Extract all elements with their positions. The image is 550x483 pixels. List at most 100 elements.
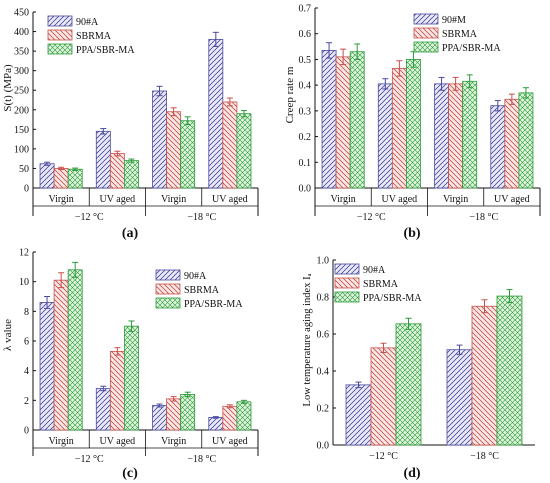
panel-c-label: (c) (122, 466, 138, 481)
y-tick-label: 0.3 (299, 106, 312, 117)
y-tick-label: 0.6 (317, 330, 330, 341)
error-bar-ppa-sbr-ma-1 (72, 261, 79, 278)
y-tick-label: 0.7 (299, 4, 312, 15)
y-tick-label: 12 (19, 248, 29, 259)
x-category-label: Virgin (330, 194, 355, 205)
bar-90-a-4 (208, 416, 224, 431)
x-category-label: Virgin (48, 194, 73, 205)
error-bar-ppa-sbr-ma-2 (128, 320, 135, 332)
x-group-label: −12 °C (357, 212, 386, 223)
legend-swatch-sbrma (47, 29, 73, 41)
y-tick-label: 250 (14, 86, 29, 97)
error-bar-90-a-1 (355, 381, 362, 389)
error-bar-sbrma-2 (114, 150, 121, 157)
y-tick-label: 4 (24, 366, 29, 377)
y-tick-label: 0.4 (317, 367, 330, 378)
error-bar-sbrma-3 (170, 107, 177, 117)
y-tick-label: 450 (14, 8, 29, 19)
bar-90-m-4 (490, 105, 506, 189)
legend-label-90-a: 90#A (363, 265, 386, 276)
bar-90-a-2 (95, 388, 111, 431)
panel-b-ylabel: Creep rate m (284, 66, 296, 123)
legend-swatch-90-m (413, 13, 439, 25)
panel-c-ylabel: λ value (2, 319, 14, 351)
x-category-label: Virgin (161, 436, 186, 447)
y-tick-label: 0.5 (299, 55, 312, 66)
y-tick-label: 150 (14, 125, 29, 136)
bar-sbrma-1 (53, 279, 69, 431)
y-tick-label: 350 (14, 47, 29, 58)
x-category-label: Virgin (443, 194, 468, 205)
bar-90-a-4 (208, 38, 224, 189)
bar-ppa-sbr-ma-3 (180, 120, 196, 189)
legend-swatch-sbrma (413, 27, 439, 39)
error-bar-90-m-2 (382, 78, 389, 90)
error-bar-ppa-sbr-ma-1 (72, 167, 79, 171)
error-bar-sbrma-2 (481, 299, 488, 314)
legend-swatch-ppa-sbr-ma (413, 41, 439, 53)
legend-label-ppa-sbr-ma: PPA/SBR-MA (442, 43, 501, 54)
x-category-label: Virgin (48, 436, 73, 447)
bar-90-a-3 (152, 90, 167, 189)
legend-label-90-a: 90#A (184, 271, 207, 282)
bar-sbrma-1 (370, 347, 397, 446)
error-bar-ppa-sbr-ma-3 (466, 74, 473, 89)
bar-90-a-1 (39, 163, 55, 189)
legend-swatch-sbrma (334, 277, 360, 289)
legend-swatch-ppa-sbr-ma (47, 43, 73, 55)
panel-d: (d) Low temperature aging index Iₐ (302, 273, 421, 481)
bar-ppa-sbr-ma-4 (236, 401, 252, 431)
panel-b-label: (b) (403, 226, 420, 241)
x-category-label: UV aged (494, 194, 530, 205)
x-group-label: −18 °C (469, 212, 498, 223)
panel-a-ylabel: S(t) (MPa) (2, 64, 14, 112)
bar-90-m-2 (377, 83, 393, 189)
error-bar-90-a-1 (44, 161, 51, 166)
x-category-label: Virgin (161, 194, 186, 205)
bar-ppa-sbr-ma-1 (67, 168, 83, 189)
bar-ppa-sbr-ma-2 (496, 295, 523, 446)
y-tick-label: 400 (14, 27, 29, 38)
y-tick-label: 0.4 (299, 81, 312, 92)
panel-d-label: (d) (403, 466, 420, 481)
error-bar-90-a-4 (212, 416, 219, 419)
legend-label-ppa-sbr-ma: PPA/SBR-MA (363, 293, 422, 304)
bar-ppa-sbr-ma-1 (67, 269, 83, 431)
error-bar-90-a-2 (456, 344, 463, 355)
y-tick-label: 1.0 (317, 256, 330, 267)
bar-sbrma-4 (504, 98, 520, 189)
error-bar-ppa-sbr-ma-1 (405, 317, 412, 330)
legend-label-90-m: 90#M (442, 15, 466, 26)
legend-swatch-sbrma (155, 283, 181, 295)
bar-90-a-3 (152, 405, 167, 431)
error-bar-sbrma-1 (58, 272, 65, 289)
error-bar-90-m-4 (494, 100, 501, 112)
bar-sbrma-3 (166, 111, 182, 189)
x-group-label: −12 °C (75, 212, 104, 223)
x-category-label: −12 °C (369, 451, 398, 462)
bar-sbrma-3 (448, 83, 464, 189)
x-category-label: UV aged (212, 436, 248, 447)
bar-ppa-sbr-ma-3 (180, 393, 196, 431)
error-bar-90-a-2 (100, 128, 107, 135)
y-tick-label: 100 (14, 144, 29, 155)
error-bar-ppa-sbr-ma-1 (354, 43, 361, 60)
bar-90-a-2 (446, 349, 473, 446)
x-category-label: UV aged (100, 194, 136, 205)
x-category-label: UV aged (212, 194, 248, 205)
error-bar-sbrma-4 (508, 93, 515, 105)
x-group-label: −12 °C (75, 454, 104, 465)
panel-b: (b) Creep rate m (284, 66, 421, 241)
error-bar-sbrma-2 (114, 347, 121, 356)
legend-label-ppa-sbr-ma: PPA/SBR-MA (184, 299, 243, 310)
legend-label-sbrma: SBRMA (76, 31, 112, 42)
legend-label-ppa-sbr-ma: PPA/SBR-MA (76, 45, 135, 56)
error-bar-ppa-sbr-ma-4 (522, 87, 529, 99)
legend-label-sbrma: SBRMA (184, 285, 220, 296)
error-bar-sbrma-1 (380, 342, 387, 353)
y-tick-label: 0.0 (299, 184, 312, 195)
legend-swatch-ppa-sbr-ma (155, 297, 181, 309)
x-category-label: −18 °C (470, 451, 499, 462)
error-bar-sbrma-4 (226, 404, 233, 409)
